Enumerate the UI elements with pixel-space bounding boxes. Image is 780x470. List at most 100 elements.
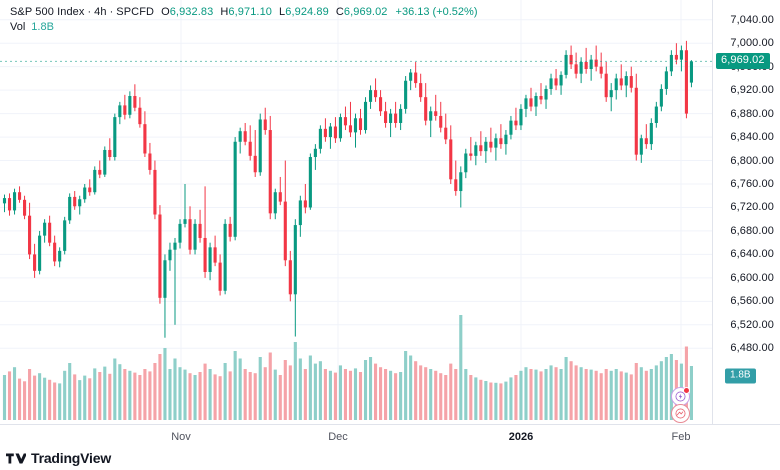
volume-bar bbox=[549, 365, 553, 420]
volume-bar bbox=[273, 369, 277, 420]
candle bbox=[338, 117, 343, 139]
candle bbox=[328, 126, 332, 138]
candle bbox=[128, 96, 132, 115]
price-tick-label: 6,480.00 bbox=[730, 342, 774, 355]
candle bbox=[674, 54, 678, 60]
volume-bar bbox=[589, 369, 593, 420]
candle bbox=[238, 131, 242, 142]
candle bbox=[684, 50, 688, 114]
volume-bar bbox=[484, 381, 488, 420]
candle bbox=[534, 96, 538, 107]
candle bbox=[399, 108, 403, 123]
replay-button[interactable] bbox=[671, 404, 690, 423]
volume-bar bbox=[278, 375, 282, 420]
volume-bar bbox=[308, 355, 312, 420]
candle bbox=[143, 124, 147, 154]
volume-bar bbox=[368, 357, 373, 420]
volume-bar bbox=[584, 369, 588, 420]
candle bbox=[163, 260, 167, 298]
candle bbox=[624, 76, 628, 86]
volume-bar bbox=[419, 365, 423, 420]
candle bbox=[499, 138, 503, 145]
candle bbox=[43, 222, 47, 236]
volume-bar bbox=[664, 357, 668, 420]
candle bbox=[233, 141, 237, 237]
candle bbox=[298, 200, 302, 226]
candle bbox=[579, 61, 583, 74]
volume-bar bbox=[168, 369, 172, 420]
volume-bar bbox=[554, 367, 558, 420]
candle bbox=[193, 223, 197, 250]
candle bbox=[63, 220, 67, 251]
candle bbox=[639, 138, 643, 155]
candle bbox=[404, 80, 408, 109]
volume-bar bbox=[188, 373, 192, 420]
volume-bar bbox=[509, 377, 513, 420]
volume-bar bbox=[223, 363, 227, 420]
candle bbox=[98, 169, 102, 175]
volume-bar bbox=[323, 369, 327, 420]
volume-bar bbox=[58, 383, 62, 420]
volume-bar bbox=[579, 367, 583, 420]
volume-bar bbox=[243, 369, 247, 420]
candle bbox=[604, 73, 608, 98]
volume-bar bbox=[313, 363, 317, 420]
candle bbox=[644, 138, 648, 145]
volume-bars bbox=[2, 315, 693, 420]
price-scale[interactable]: 7,040.007,000.006,960.006,920.006,880.00… bbox=[712, 0, 780, 424]
alert-notification-dot bbox=[683, 387, 690, 394]
candle bbox=[373, 90, 378, 98]
volume-bar bbox=[559, 369, 563, 420]
volume-bar bbox=[469, 375, 473, 420]
volume-value-badge: 1.8B bbox=[725, 368, 756, 384]
time-scale[interactable]: Nov Dec 2026 Feb bbox=[0, 424, 780, 448]
candle bbox=[664, 71, 668, 89]
volume-bar bbox=[228, 371, 232, 420]
volume-bar bbox=[434, 370, 438, 420]
volume-bar bbox=[48, 379, 52, 420]
chart-canvas bbox=[0, 0, 712, 420]
candle bbox=[584, 61, 588, 70]
volume-bar bbox=[128, 370, 132, 420]
candle bbox=[454, 179, 458, 192]
volume-bar bbox=[619, 371, 623, 420]
price-tick-label: 6,680.00 bbox=[730, 224, 774, 237]
volume-bar bbox=[429, 369, 433, 420]
candle bbox=[243, 131, 247, 142]
price-tick-label: 6,520.00 bbox=[730, 318, 774, 331]
volume-bar bbox=[363, 360, 368, 420]
candle bbox=[439, 115, 443, 128]
candle bbox=[258, 119, 262, 173]
volume-bar bbox=[328, 370, 332, 420]
volume-bar bbox=[629, 374, 633, 420]
candle bbox=[353, 118, 358, 133]
volume-bar bbox=[178, 367, 182, 420]
candle bbox=[288, 260, 292, 295]
tradingview-logo[interactable]: TradingView bbox=[6, 450, 111, 466]
volume-bar bbox=[233, 351, 237, 420]
candle bbox=[659, 88, 663, 107]
candle bbox=[358, 118, 363, 131]
price-tick-label: 7,040.00 bbox=[730, 13, 774, 26]
chart-plot-area[interactable] bbox=[0, 0, 712, 424]
volume-bar bbox=[23, 381, 27, 420]
candle bbox=[343, 117, 348, 126]
candle bbox=[173, 242, 177, 250]
volume-bar bbox=[353, 368, 358, 420]
volume-bar bbox=[659, 361, 663, 420]
volume-bar bbox=[83, 375, 87, 420]
candle bbox=[504, 134, 508, 145]
candle bbox=[93, 169, 97, 193]
candle bbox=[73, 196, 77, 207]
volume-bar bbox=[409, 355, 413, 420]
candle bbox=[23, 199, 27, 216]
candle bbox=[379, 97, 383, 112]
volume-bar bbox=[399, 372, 403, 420]
volume-bar bbox=[158, 354, 162, 420]
volume-bar bbox=[414, 361, 418, 420]
candle bbox=[489, 141, 493, 148]
volume-bar bbox=[17, 378, 22, 420]
candle bbox=[368, 90, 373, 102]
tradingview-wordmark: TradingView bbox=[31, 450, 112, 466]
